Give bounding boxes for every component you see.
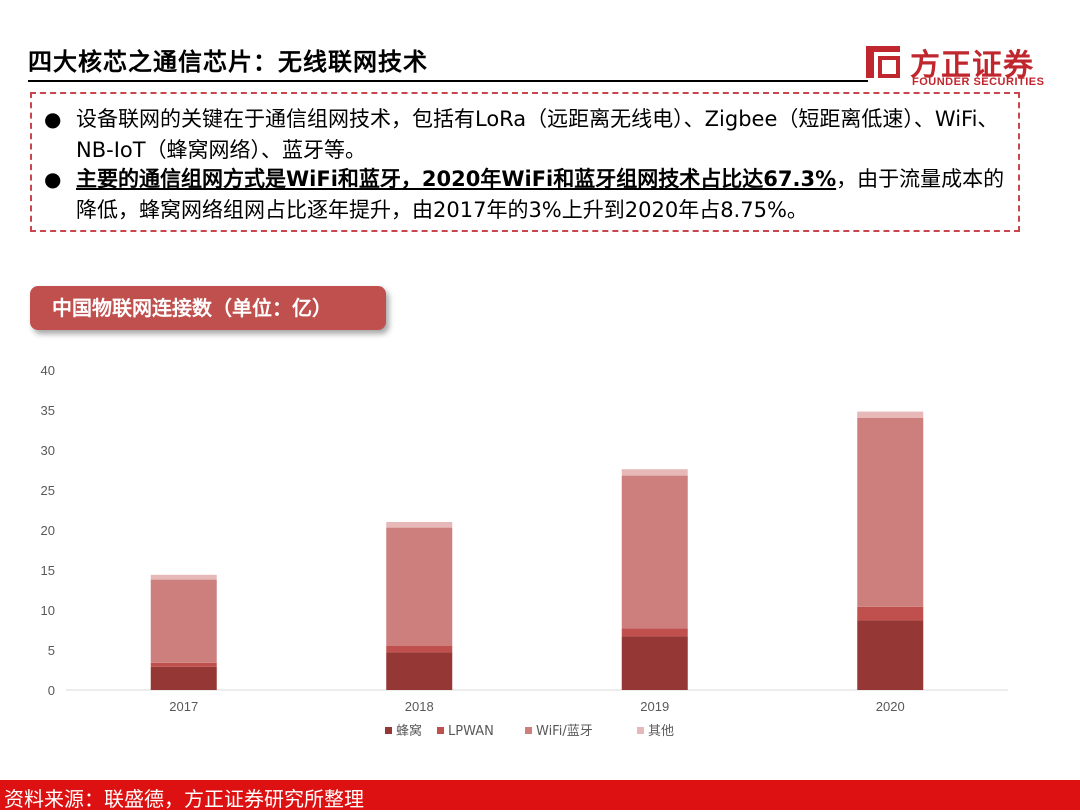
bar-segment: [857, 620, 924, 690]
bullet-highlight: 主要的通信组网方式是WiFi和蓝牙，2020年WiFi和蓝牙组网技术占比达67.…: [76, 167, 837, 191]
bar-segment: [857, 418, 924, 607]
legend-swatch: [637, 727, 644, 734]
stacked-bar-chart: 0 5 10 15 20 25 30 35 40 2017 2018 2019 2020 蜂窝 LPWAN W…: [41, 363, 1008, 739]
logo-text-en: FOUNDER SECURITIES: [912, 76, 1045, 88]
bar-segment: [386, 652, 453, 690]
logo-text-cn: 方正证券: [910, 48, 1034, 83]
bar-segment: [150, 662, 217, 667]
bar-segment: [857, 606, 924, 621]
bullet-text: 主要的通信组网方式是WiFi和蓝牙，2020年WiFi和蓝牙组网技术占比达67.…: [76, 164, 1021, 226]
y-tick-label: 5: [48, 643, 55, 658]
legend-swatch: [525, 727, 532, 734]
y-tick-label: 20: [41, 523, 55, 538]
y-tick-label: 30: [41, 443, 55, 458]
title-underline: [28, 80, 868, 82]
y-tick-label: 0: [48, 683, 55, 698]
source-footer: 资料来源：联盛德，方正证券研究所整理: [0, 780, 1080, 811]
bar-segment: [386, 646, 453, 653]
source-text: 资料来源：联盛德，方正证券研究所整理: [4, 787, 364, 811]
legend-swatch: [385, 727, 392, 734]
bar-segment: [621, 469, 688, 476]
x-tick-label: 2019: [640, 699, 669, 714]
bar-segment: [386, 527, 453, 646]
legend-label: 其他: [648, 724, 674, 739]
x-tick-label: 2017: [169, 699, 198, 714]
page-title: 四大核芯之通信芯片：无线联网技术: [28, 48, 428, 76]
legend-label: LPWAN: [448, 724, 494, 739]
bar-segment: [150, 579, 217, 663]
x-tick-label: 2018: [405, 699, 434, 714]
y-tick-label: 40: [41, 363, 55, 378]
legend-swatch: [437, 727, 444, 734]
y-tick-label: 25: [41, 483, 55, 498]
legend-label: 蜂窝: [396, 723, 422, 739]
y-tick-label: 35: [41, 403, 55, 418]
bullet-text: 设备联网的关键在于通信组网技术，包括有LoRa（远距离无线电）、Zigbee（短…: [76, 107, 999, 162]
bullet-dot-icon: ●: [44, 167, 62, 191]
bullet-rest: ，由于流量成本的降低，蜂窝网络组网占比逐年提升，由2017年的3%上升到2020…: [76, 167, 1005, 222]
bar-segment: [621, 636, 688, 690]
chart-title-tag: 中国物联网连接数（单位：亿）: [30, 286, 386, 330]
y-tick-label: 15: [41, 563, 55, 578]
bar-segment: [150, 574, 217, 580]
logo-mark-icon: [866, 46, 900, 78]
bullet-dot-icon: ●: [44, 107, 62, 131]
bar-segment: [386, 522, 453, 528]
bar-segment: [621, 628, 688, 637]
bar-segment: [621, 475, 688, 629]
y-tick-label: 10: [41, 603, 55, 618]
bar-segment: [150, 666, 217, 690]
summary-box: ● 设备联网的关键在于通信组网技术，包括有LoRa（远距离无线电）、Zigbee…: [30, 92, 1020, 232]
x-tick-label: 2020: [876, 699, 905, 714]
legend-label: WiFi/蓝牙: [536, 724, 593, 739]
bar-segment: [857, 411, 924, 418]
brand-logo: 方正证券 FOUNDER SECURITIES: [862, 38, 1052, 94]
